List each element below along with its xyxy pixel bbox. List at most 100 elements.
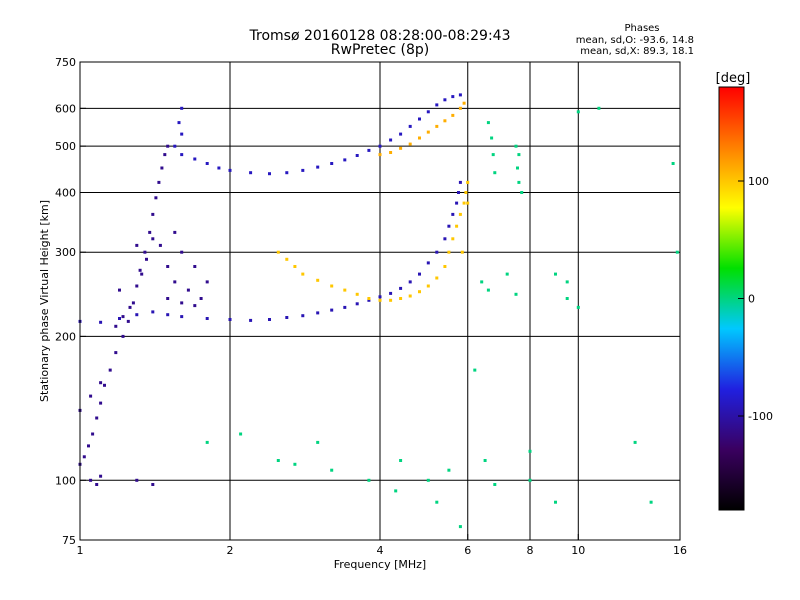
data-point <box>217 166 221 170</box>
data-point <box>143 250 147 254</box>
data-point <box>89 394 93 398</box>
data-point <box>121 315 125 319</box>
data-point <box>473 368 477 372</box>
data-point <box>330 308 334 312</box>
data-point <box>458 212 462 216</box>
data-point <box>95 416 99 420</box>
data-point <box>193 304 197 308</box>
data-point <box>378 298 382 302</box>
data-point <box>435 276 439 280</box>
data-point <box>462 101 466 105</box>
y-tick-label: 75 <box>62 534 76 547</box>
y-axis-label: Stationary phase Virtual Height [km] <box>38 200 51 402</box>
data-point <box>138 268 142 272</box>
data-point <box>151 310 155 314</box>
data-point <box>443 237 447 241</box>
data-point <box>455 224 459 228</box>
data-point <box>268 318 271 321</box>
data-point <box>180 132 184 136</box>
data-point <box>435 500 439 504</box>
data-point <box>514 292 518 296</box>
colorbar-ticks: 100 0 -100 <box>738 175 773 423</box>
data-point <box>457 191 460 194</box>
data-point <box>633 440 637 444</box>
data-point <box>154 196 158 200</box>
data-point <box>455 201 459 205</box>
data-point <box>343 288 347 292</box>
data-point <box>493 171 497 175</box>
colorbar-tick-label: 0 <box>748 293 755 306</box>
data-point <box>443 265 447 268</box>
data-point <box>173 144 177 148</box>
y-tick-label: 300 <box>55 246 76 259</box>
data-point <box>301 272 305 276</box>
data-point <box>426 478 430 482</box>
data-point <box>408 124 412 128</box>
data-point <box>355 154 359 157</box>
data-point <box>597 106 601 110</box>
x-tick-label: 10 <box>571 544 585 557</box>
data-point <box>460 250 464 254</box>
data-point <box>451 212 455 216</box>
y-tick-label: 100 <box>55 474 76 487</box>
data-point <box>160 166 164 170</box>
data-point <box>367 478 371 482</box>
chart-title: Tromsø 20160128 08:28:00-08:29:43 <box>249 28 511 44</box>
data-point <box>301 168 305 172</box>
colorbar: [deg] 100 0 -100 <box>716 71 773 511</box>
data-point <box>293 265 297 268</box>
data-point <box>121 334 125 338</box>
data-point <box>389 291 393 295</box>
data-point <box>330 468 334 472</box>
data-point <box>128 305 132 309</box>
data-point <box>426 284 430 288</box>
data-point <box>249 171 253 175</box>
data-point <box>378 144 382 148</box>
data-point <box>151 212 155 216</box>
data-point <box>466 180 470 184</box>
data-point <box>394 489 398 493</box>
data-point <box>205 440 209 444</box>
x-tick-label: 2 <box>227 544 234 557</box>
data-point <box>458 525 462 529</box>
plot-area: 1 2 4 6 8 10 16 75 100 200 300 400 500 600 750 <box>55 56 687 557</box>
data-point <box>517 153 521 157</box>
data-point <box>464 191 468 194</box>
data-point <box>378 153 382 157</box>
y-tick-label: 750 <box>55 56 76 69</box>
axis-ticks: 1 2 4 6 8 10 16 75 100 200 300 400 500 600 750 <box>55 56 687 557</box>
data-point <box>316 440 320 444</box>
data-point <box>316 278 320 282</box>
data-point <box>157 180 161 184</box>
data-point <box>276 459 280 462</box>
data-point <box>426 110 430 114</box>
data-point <box>389 151 393 154</box>
data-point <box>228 318 232 321</box>
data-point <box>399 286 403 290</box>
data-point <box>418 272 421 276</box>
data-point <box>95 483 99 486</box>
data-point <box>528 449 532 453</box>
data-point <box>199 297 203 300</box>
data-point <box>367 298 371 302</box>
data-point <box>418 136 421 140</box>
data-point <box>491 153 495 157</box>
data-point <box>418 290 421 294</box>
data-point <box>180 106 184 110</box>
data-point <box>408 280 412 284</box>
data-point <box>426 130 430 134</box>
y-tick-label: 500 <box>55 140 76 153</box>
data-point <box>205 317 209 320</box>
data-point <box>355 302 359 306</box>
data-point <box>418 117 421 121</box>
data-point <box>435 103 439 107</box>
stats-heading: Phases <box>624 23 659 34</box>
data-point <box>177 121 181 125</box>
data-point <box>649 500 653 504</box>
data-point <box>451 237 455 241</box>
data-point <box>173 280 177 284</box>
data-point <box>520 191 524 194</box>
data-point <box>239 432 243 436</box>
data-point <box>228 168 232 172</box>
stats-line-x: mean, sd,X: 89.3, 18.1 <box>580 46 694 57</box>
